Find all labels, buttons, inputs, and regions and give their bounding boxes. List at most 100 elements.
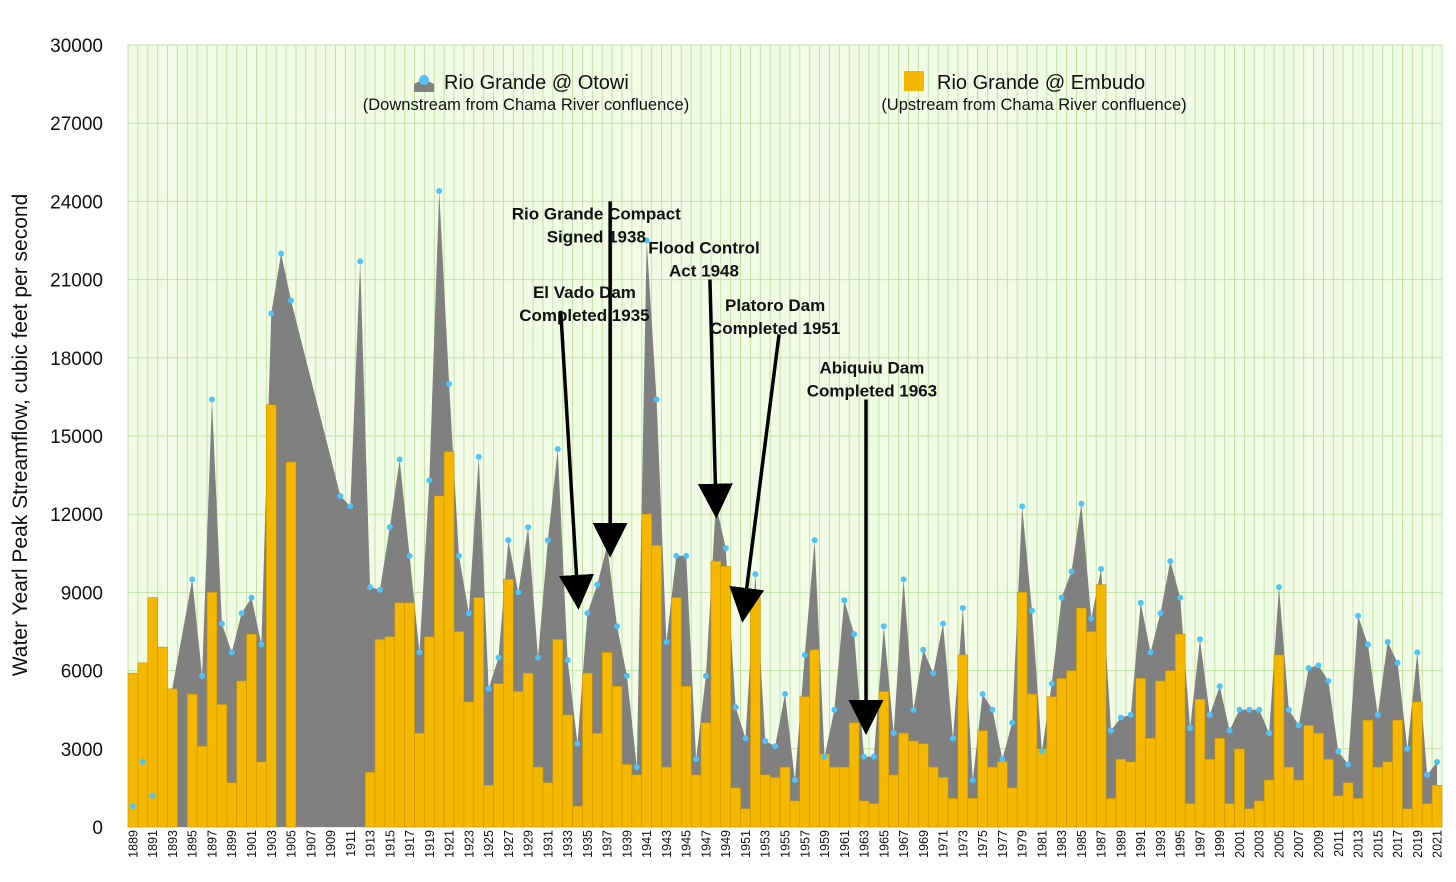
embudo-bar — [443, 451, 455, 828]
otowi-marker — [1009, 719, 1016, 726]
y-tick-label: 18000 — [50, 349, 103, 370]
embudo-bar — [522, 672, 534, 828]
embudo-bar — [760, 774, 771, 828]
otowi-marker — [1187, 724, 1194, 731]
x-tick-label: 1995 — [1174, 830, 1188, 858]
otowi-marker — [1414, 649, 1421, 656]
embudo-bar — [582, 672, 593, 828]
y-tick-label: 15000 — [50, 427, 103, 448]
otowi-marker — [139, 758, 146, 765]
embudo-bar — [1234, 748, 1245, 828]
otowi-marker — [653, 396, 660, 403]
otowi-legend-marker — [419, 75, 429, 85]
otowi-marker — [693, 756, 700, 763]
embudo-bar — [1421, 803, 1433, 828]
embudo-bar — [503, 579, 514, 828]
embudo-bar — [631, 774, 643, 828]
embudo-bar — [562, 714, 573, 828]
otowi-marker — [1019, 503, 1026, 510]
embudo-bar — [1352, 798, 1364, 828]
embudo-bar — [918, 743, 929, 828]
embudo-bar — [799, 696, 810, 828]
otowi-marker — [643, 237, 650, 244]
legend-item-otowi: Rio Grande @ Otowi (Downstream from Cham… — [363, 72, 689, 114]
x-tick-label: 1929 — [522, 830, 536, 858]
otowi-marker — [515, 589, 522, 596]
embudo-bar — [848, 722, 860, 828]
y-tick-label: 6000 — [61, 662, 103, 683]
otowi-markers — [129, 187, 1441, 810]
x-tick-label: 1981 — [1035, 830, 1049, 858]
annotation: Flood Control Act 1948 — [648, 239, 760, 519]
x-tick-label: 2013 — [1352, 830, 1366, 858]
embudo-bar — [651, 545, 662, 828]
embudo-bar — [987, 766, 998, 828]
embudo-bar — [740, 808, 751, 828]
embudo-bar — [285, 461, 297, 828]
legend-embudo-name: Rio Grande @ Embudo — [937, 72, 1145, 94]
annotation-line1: Rio Grande Compact — [512, 205, 681, 224]
embudo-bar — [157, 646, 168, 828]
otowi-marker — [574, 740, 581, 747]
otowi-marker — [228, 649, 235, 656]
x-tick-label: 2003 — [1253, 830, 1267, 858]
otowi-marker — [1117, 714, 1124, 721]
x-tick-label: 1945 — [680, 830, 694, 858]
y-tick-label: 3000 — [61, 740, 103, 761]
annotation-line1: Platoro Dam — [725, 296, 825, 315]
x-tick-label: 1919 — [423, 830, 437, 858]
otowi-marker — [742, 735, 749, 742]
embudo-bar — [779, 766, 791, 828]
embudo-bar — [1016, 592, 1028, 828]
embudo-bar — [394, 602, 405, 828]
otowi-marker — [1266, 730, 1273, 737]
otowi-marker — [1206, 711, 1213, 718]
y-tick-label: 27000 — [50, 114, 103, 135]
x-tick-label: 2007 — [1292, 830, 1306, 858]
embudo-bar — [868, 803, 880, 828]
otowi-marker — [406, 552, 413, 559]
otowi-marker — [1295, 722, 1302, 729]
embudo-bar — [839, 766, 850, 828]
embudo-bar — [819, 753, 830, 828]
otowi-marker — [218, 620, 225, 627]
embudo-bar — [473, 597, 484, 828]
otowi-marker — [1275, 584, 1282, 591]
embudo-bar — [542, 782, 554, 828]
embudo-bar — [967, 798, 978, 828]
embudo-bar — [1036, 748, 1048, 828]
otowi-marker — [426, 477, 433, 484]
otowi-marker — [584, 610, 591, 617]
embudo-bar — [1263, 779, 1275, 828]
otowi-marker — [1058, 594, 1065, 601]
otowi-marker — [554, 446, 561, 453]
embudo-bar — [1095, 584, 1107, 828]
otowi-marker — [455, 552, 462, 559]
embudo-bar — [1155, 680, 1166, 828]
embudo-bar — [720, 566, 731, 828]
x-tick-label: 1965 — [877, 830, 891, 858]
otowi-marker — [949, 735, 956, 742]
embudo-bar — [641, 513, 652, 828]
y-tick-label: 9000 — [61, 583, 103, 604]
x-tick-label: 1955 — [779, 830, 793, 858]
otowi-marker — [900, 576, 907, 583]
otowi-marker — [910, 706, 917, 713]
otowi-marker — [1325, 678, 1332, 685]
otowi-marker — [248, 594, 255, 601]
otowi-marker — [979, 691, 986, 698]
otowi-marker — [940, 620, 947, 627]
embudo-bar — [1184, 803, 1196, 828]
embudo-bar — [621, 764, 633, 828]
x-tick-label: 1953 — [759, 830, 773, 858]
otowi-marker — [446, 380, 453, 387]
annotation-arrow — [697, 279, 733, 519]
embudo-bar — [1115, 758, 1127, 828]
otowi-marker — [890, 730, 897, 737]
embudo-bar — [433, 495, 445, 828]
annotation: Platoro Dam Completed 1951 — [710, 296, 840, 623]
embudo-bar — [1313, 732, 1324, 828]
embudo-bar — [1323, 758, 1334, 828]
embudo-bar — [1283, 766, 1295, 828]
embudo-bar — [572, 805, 583, 828]
